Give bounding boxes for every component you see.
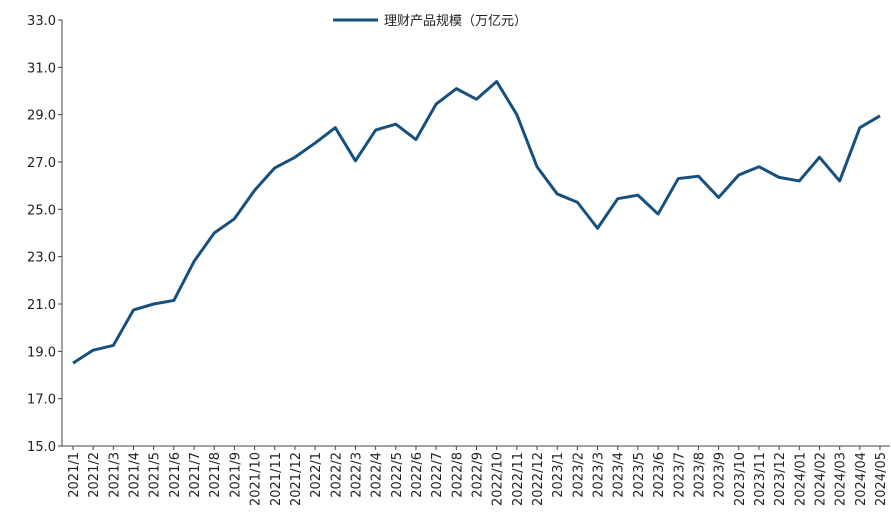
x-tick-label: 2023/9 bbox=[713, 452, 728, 498]
x-tick-label: 2021/8 bbox=[208, 452, 223, 498]
x-tick-label: 2023/3 bbox=[592, 452, 607, 498]
y-tick-label: 21.0 bbox=[27, 298, 56, 313]
x-tick-label: 2021/10 bbox=[249, 452, 264, 506]
x-tick-label: 2024/03 bbox=[834, 452, 849, 506]
y-tick-label: 23.0 bbox=[27, 251, 56, 266]
y-tick-label: 31.0 bbox=[27, 61, 56, 76]
y-tick-label: 15.0 bbox=[27, 440, 56, 455]
x-tick-label: 2021/11 bbox=[269, 452, 284, 506]
y-tick-label: 25.0 bbox=[27, 203, 56, 218]
x-tick-label: 2024/05 bbox=[874, 452, 889, 506]
x-tick-label: 2023/2 bbox=[571, 452, 586, 498]
x-tick-label: 2023/11 bbox=[753, 452, 768, 506]
x-tick-label: 2022/4 bbox=[370, 452, 385, 498]
x-tick-label: 2024/02 bbox=[813, 452, 828, 506]
x-tick-label: 2022/12 bbox=[531, 452, 546, 506]
x-tick-label: 2022/9 bbox=[471, 452, 486, 498]
y-tick-label: 33.0 bbox=[27, 14, 56, 29]
x-tick-label: 2024/01 bbox=[793, 452, 808, 506]
x-tick-label: 2022/5 bbox=[390, 452, 405, 498]
x-tick-label: 2023/7 bbox=[672, 452, 687, 498]
x-tick-label: 2021/2 bbox=[87, 452, 102, 498]
x-tick-label: 2021/9 bbox=[228, 452, 243, 498]
x-tick-label: 2023/1 bbox=[551, 452, 566, 498]
x-tick-label: 2022/10 bbox=[491, 452, 506, 506]
x-tick-label: 2023/8 bbox=[692, 452, 707, 498]
x-tick-label: 2023/6 bbox=[652, 452, 667, 498]
x-tick-label: 2022/8 bbox=[450, 452, 465, 498]
x-tick-label: 2023/10 bbox=[733, 452, 748, 506]
x-tick-label: 2024/04 bbox=[854, 452, 869, 506]
x-tick-label: 2021/5 bbox=[148, 452, 163, 498]
x-tick-label: 2021/12 bbox=[289, 452, 304, 506]
x-tick-label: 2023/4 bbox=[612, 452, 627, 498]
x-tick-label: 2021/1 bbox=[67, 452, 82, 498]
x-tick-label: 2022/2 bbox=[329, 452, 344, 498]
x-tick-label: 2021/7 bbox=[188, 452, 203, 498]
x-tick-label: 2023/12 bbox=[773, 452, 788, 506]
x-tick-label: 2022/11 bbox=[511, 452, 526, 506]
y-tick-label: 29.0 bbox=[27, 109, 56, 124]
x-tick-label: 2022/1 bbox=[309, 452, 324, 498]
y-tick-label: 17.0 bbox=[27, 393, 56, 408]
x-tick-label: 2022/3 bbox=[349, 452, 364, 498]
line-series bbox=[72, 80, 881, 365]
x-tick-label: 2022/7 bbox=[430, 452, 445, 498]
x-tick-label: 2021/3 bbox=[107, 452, 122, 498]
y-tick-label: 19.0 bbox=[27, 345, 56, 360]
y-tick-label: 27.0 bbox=[27, 156, 56, 171]
x-tick-label: 2021/4 bbox=[128, 452, 143, 498]
x-tick-label: 2023/5 bbox=[632, 452, 647, 498]
x-tick-label: 2021/6 bbox=[168, 452, 183, 498]
legend-label: 理财产品规模（万亿元） bbox=[384, 14, 527, 29]
x-tick-label: 2022/6 bbox=[410, 452, 425, 498]
